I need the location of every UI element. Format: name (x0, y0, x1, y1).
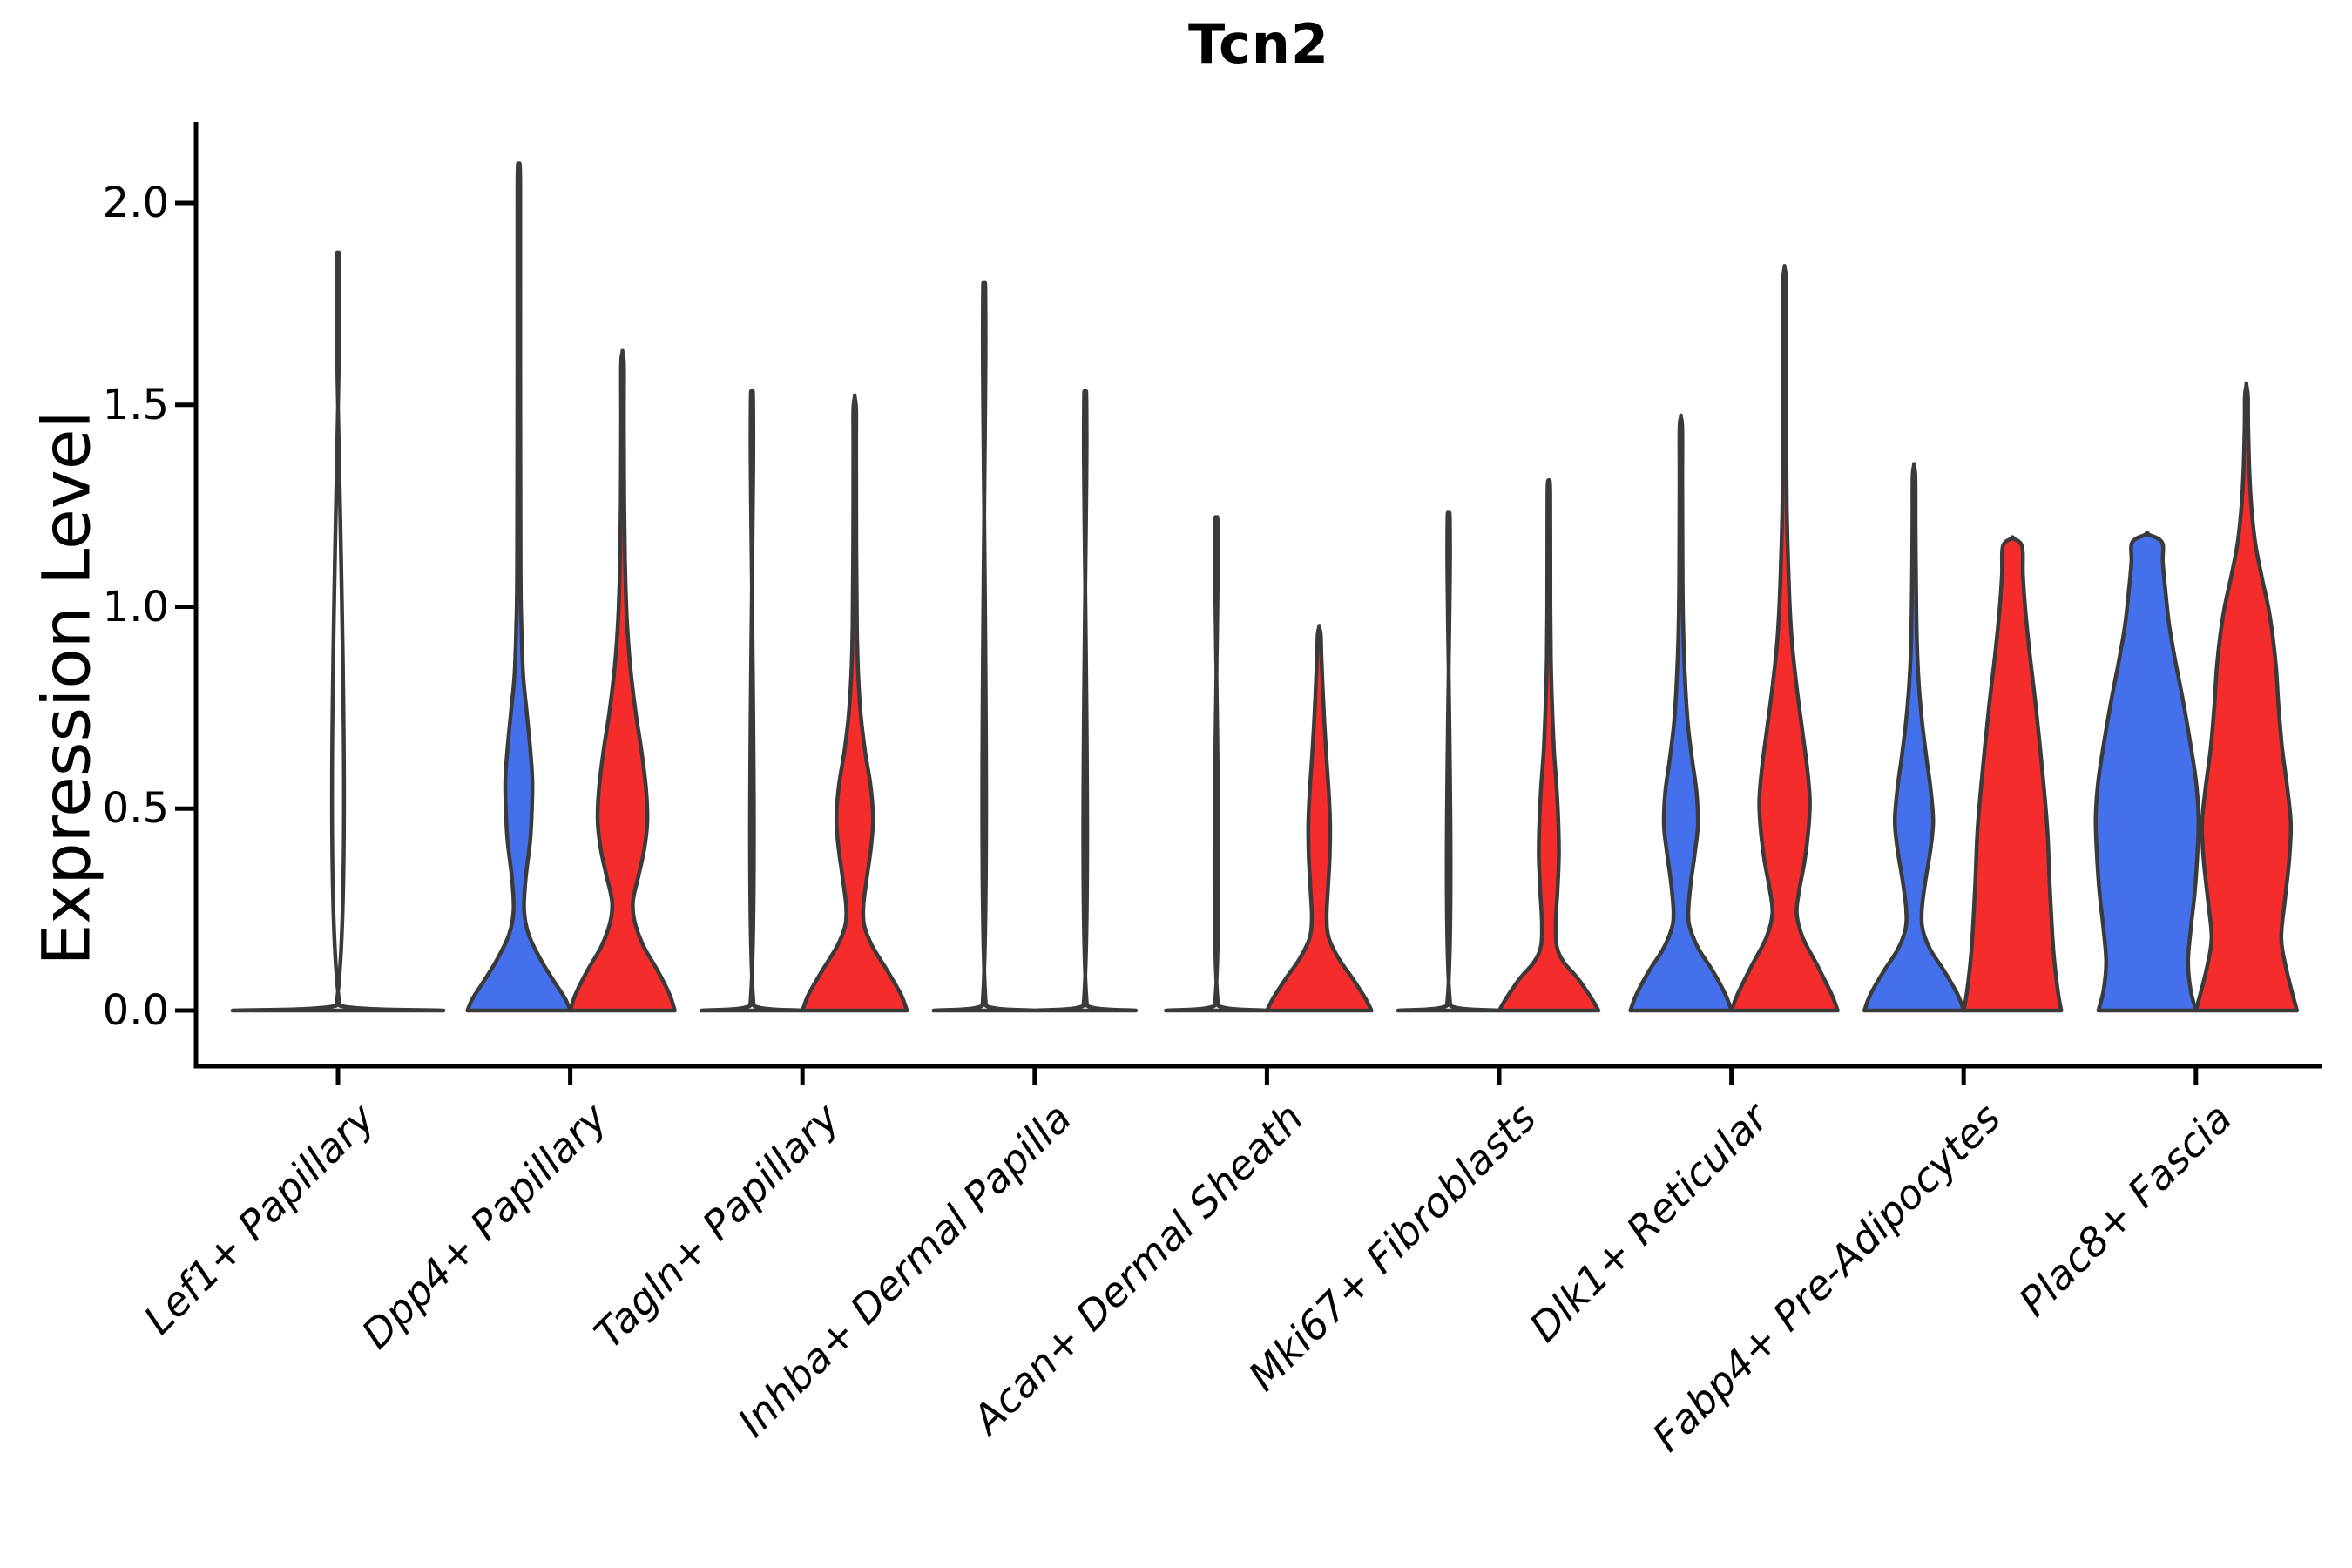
violin-tagln-papillary-left (699, 389, 805, 1013)
violin-mki67-fibroblasts-right (1497, 477, 1601, 1013)
violin-dlk1-reticular-left (1628, 413, 1734, 1013)
violin-fabp4-pre-adipocytes-right (1961, 535, 2064, 1013)
violin-plac8-fascia-left (2093, 531, 2201, 1013)
violin-lef1-papillary-center (230, 250, 446, 1013)
violin-inhba-dermal-papilla-right (1032, 389, 1139, 1013)
violin-inhba-dermal-papilla-left (931, 280, 1037, 1013)
violin-mki67-fibroblasts-left (1396, 510, 1502, 1013)
y-tick-label: 1.5 (102, 380, 169, 429)
violin-dlk1-reticular-right (1729, 264, 1840, 1013)
violin-dpp4-papillary-left (465, 161, 572, 1013)
violin-dpp4-papillary-right (568, 348, 677, 1013)
violin-tagln-papillary-right (800, 393, 909, 1013)
violin-acan-dermal-sheath-right (1265, 624, 1374, 1013)
y-tick-label: 0.5 (102, 784, 169, 834)
violin-acan-dermal-sheath-left (1164, 515, 1269, 1013)
y-tick-label: 2.0 (102, 179, 169, 227)
violin-fabp4-pre-adipocytes-left (1862, 462, 1966, 1013)
y-axis-label: Expression Level (27, 410, 105, 966)
violin-plac8-fascia-right (2193, 381, 2300, 1013)
y-tick-label: 0.0 (102, 986, 169, 1035)
y-tick-label: 1.0 (102, 582, 169, 632)
chart-title: Tcn2 (1187, 12, 1330, 76)
